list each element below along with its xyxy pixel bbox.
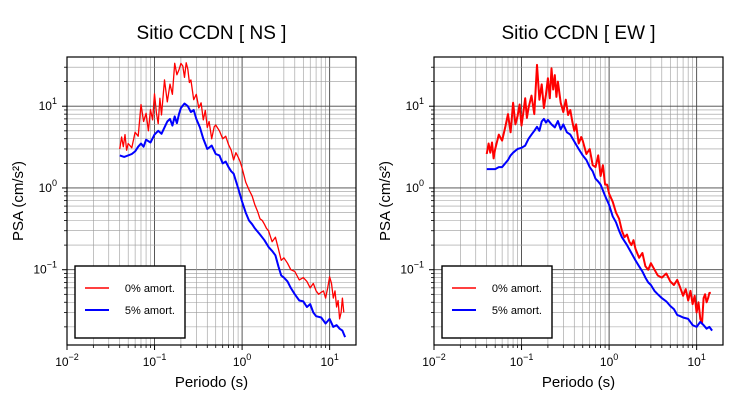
x-tick-label: 10−2 bbox=[55, 352, 79, 369]
y-axis-label: PSA (cm/s²) bbox=[377, 161, 394, 241]
chart-panel-ew: 10−2 10−1 100 101 10−1 100 101 Sitio CCDN [ EW … bbox=[377, 23, 724, 391]
y-tick-label: 100 bbox=[406, 178, 424, 195]
series-line-amort-0 bbox=[119, 62, 345, 320]
x-tick-label: 101 bbox=[320, 352, 338, 369]
legend-label: 0% amort. bbox=[125, 283, 175, 295]
y-tick-label: 10−1 bbox=[400, 260, 424, 277]
legend: 0% amort. 5% amort. bbox=[441, 265, 553, 339]
legend-label: 5% amort. bbox=[492, 305, 542, 317]
x-axis-label: Periodo (s) bbox=[175, 374, 248, 391]
chart-panel-ns: 10−2 10−1 100 101 10−1 100 101 Sitio CCDN [ NS … bbox=[10, 23, 357, 391]
x-tick-label: 100 bbox=[600, 352, 618, 369]
chart-title: Sitio CCDN [ EW ] bbox=[501, 23, 655, 44]
legend-box bbox=[74, 265, 186, 339]
x-tick-label: 10−1 bbox=[510, 352, 534, 369]
y-tick-label: 10−1 bbox=[33, 260, 57, 277]
legend: 0% amort. 5% amort. bbox=[74, 265, 186, 339]
x-tick-label: 101 bbox=[687, 352, 705, 369]
y-tick-label: 101 bbox=[406, 96, 424, 113]
series-line-amort-5 bbox=[486, 117, 713, 332]
x-tick-label: 10−1 bbox=[143, 352, 167, 369]
y-tick-label: 101 bbox=[39, 96, 57, 113]
y-tick-label: 100 bbox=[39, 178, 57, 195]
x-tick-label: 100 bbox=[233, 352, 251, 369]
series-line-amort-5 bbox=[119, 102, 347, 338]
legend-label: 0% amort. bbox=[492, 283, 542, 295]
chart-title: Sitio CCDN [ NS ] bbox=[137, 23, 287, 44]
y-axis-label: PSA (cm/s²) bbox=[10, 161, 27, 241]
x-tick-label: 10−2 bbox=[422, 352, 446, 369]
series-line-amort-0 bbox=[485, 63, 711, 325]
legend-label: 5% amort. bbox=[125, 305, 175, 317]
x-axis-label: Periodo (s) bbox=[542, 374, 615, 391]
legend-box bbox=[441, 265, 553, 339]
